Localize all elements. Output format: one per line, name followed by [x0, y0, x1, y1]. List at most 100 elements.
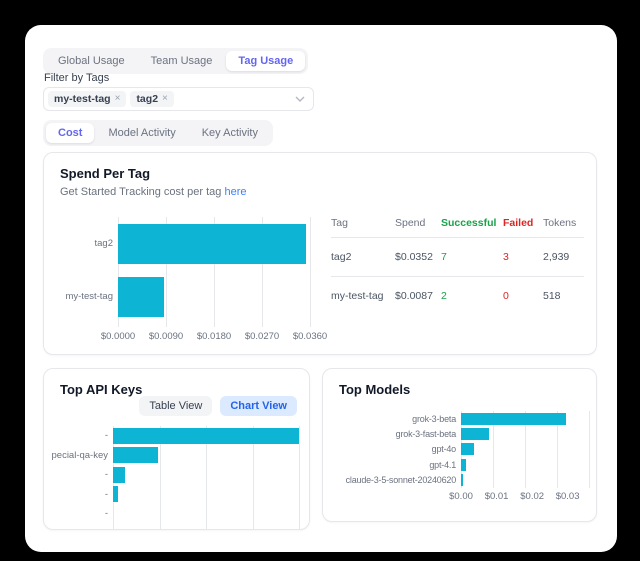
cell-spend: $0.0087 — [395, 290, 433, 302]
top-api-keys-card: Top API Keys Table View Chart View - peci… — [43, 368, 310, 530]
bar-track — [113, 504, 299, 524]
axis-tick-label: $0.0000 — [100, 331, 136, 342]
bar-track — [118, 270, 310, 323]
filter-by-tags-label: Filter by Tags — [44, 72, 110, 84]
axis-tick-label: $0.02 — [520, 491, 545, 502]
cell-tag: my-test-tag — [331, 290, 384, 302]
bar — [113, 486, 119, 503]
category-label: pecial-qa-key — [51, 449, 109, 461]
cell-successful: 2 — [441, 290, 447, 302]
gridline — [206, 426, 207, 529]
chevron-down-icon[interactable] — [295, 96, 305, 103]
tab-tag-usage[interactable]: Tag Usage — [226, 51, 306, 71]
cell-failed: 3 — [503, 237, 543, 277]
table-row: tag2 $0.0352 7 3 2,939 — [331, 237, 584, 277]
gridline — [252, 426, 254, 529]
chart-row: - — [58, 465, 299, 485]
cell-tokens: 518 — [543, 290, 561, 302]
gridline — [525, 411, 526, 488]
tab-team-usage[interactable]: Team Usage — [139, 51, 225, 71]
tag-chip[interactable]: my-test-tag × — [48, 91, 127, 107]
axis-tick-label: $0.0180 — [196, 331, 232, 342]
bar — [461, 443, 475, 456]
x-axis: $0.0000 $0.0090 $0.0180 $0.0270 $0.0360 — [101, 331, 327, 345]
category-label: grok-3-fast-beta — [395, 429, 457, 440]
gridline — [214, 217, 215, 327]
spend-per-tag-subtitle: Get Started Tracking cost per tag here — [60, 186, 247, 198]
chart-row: claude-3-5-sonnet-20240620 — [333, 473, 589, 488]
gridline — [557, 411, 558, 488]
column-header: Tokens — [543, 211, 584, 238]
bar — [118, 223, 306, 264]
subtitle-text: Get Started Tracking cost per tag — [60, 186, 225, 198]
category-label: gpt-4.1 — [429, 459, 456, 470]
top-models-chart: grok-3-beta grok-3-fast-beta gpt-4o gpt-4.1… — [333, 411, 590, 502]
column-header: Failed — [503, 211, 543, 238]
gridline — [166, 217, 167, 327]
cost-activity-tabs: Cost Model Activity Key Activity — [43, 120, 273, 146]
axis-tick-label: $0.0360 — [292, 331, 328, 342]
top-models-title: Top Models — [339, 382, 411, 397]
remove-tag-icon[interactable]: × — [162, 93, 168, 104]
tag-chip[interactable]: tag2 × — [130, 91, 174, 107]
remove-tag-icon[interactable]: × — [114, 93, 121, 104]
chart-row: pecial-qa-key — [51, 446, 299, 466]
bar-track — [461, 442, 589, 457]
bar — [461, 474, 464, 487]
bar — [113, 427, 299, 444]
gridline — [493, 411, 494, 488]
gridline — [159, 426, 161, 529]
cell-spend: $0.0352 — [395, 237, 441, 277]
bar-track — [461, 426, 589, 441]
axis-tick-label: $0.0090 — [148, 331, 184, 342]
bar — [118, 276, 165, 317]
usage-tabs: Global Usage Team Usage Tag Usage — [43, 48, 309, 74]
table-view-button[interactable]: Table View — [139, 396, 213, 416]
axis-tick-label: $0.03 — [555, 491, 580, 502]
tag-filter-select[interactable]: my-test-tag × tag2 × — [43, 87, 314, 111]
chart-row: - — [58, 426, 299, 446]
category-label: - — [104, 469, 108, 481]
bar — [113, 447, 159, 464]
chart-row: grok-3-fast-beta — [333, 426, 589, 441]
bar-track — [113, 465, 299, 485]
get-started-link[interactable]: here — [224, 186, 247, 198]
column-header: Tag — [331, 211, 395, 238]
category-label: claude-3-5-sonnet-20240620 — [345, 475, 457, 486]
tab-global-usage[interactable]: Global Usage — [46, 51, 137, 71]
tab-model-activity[interactable]: Model Activity — [96, 123, 187, 143]
chart-row: my-test-tag — [58, 270, 310, 323]
category-label: - — [104, 430, 108, 442]
top-models-card: Top Models grok-3-beta grok-3-fast-beta gp… — [322, 368, 597, 522]
category-label: gpt-4o — [431, 444, 457, 455]
usage-dashboard-panel: Global Usage Team Usage Tag Usage Filter… — [25, 25, 617, 552]
chart-row: gpt-4o — [333, 442, 589, 457]
axis-tick-label: $0.01 — [484, 491, 509, 502]
bar-track — [461, 411, 589, 426]
tab-cost[interactable]: Cost — [46, 123, 95, 143]
category-label: - — [104, 488, 108, 500]
category-label: - — [104, 508, 108, 520]
bar-track — [113, 446, 299, 466]
bar-track — [118, 217, 310, 270]
top-api-keys-chart: - pecial-qa-key - - - — [51, 426, 300, 529]
spend-per-tag-chart: tag2 my-test-tag $0.0000 $0.0090 $0.0180 $0.0… — [58, 217, 327, 342]
axis-tick-label: $0.0270 — [244, 331, 280, 342]
bar-track — [461, 457, 589, 472]
axis-tick-label: $0.00 — [449, 491, 473, 502]
bar-track — [113, 485, 299, 505]
gridline — [299, 426, 300, 529]
chart-row: tag2 — [58, 217, 310, 270]
spend-per-tag-title: Spend Per Tag — [60, 166, 151, 181]
spend-per-tag-table: Tag Spend Successful Failed Tokens tag2 $0.035… — [331, 211, 584, 315]
bar — [113, 466, 125, 483]
chart-view-button[interactable]: Chart View — [220, 396, 297, 416]
tag-chip-label: my-test-tag — [54, 93, 111, 105]
category-label: my-test-tag — [65, 291, 113, 302]
bar — [461, 458, 467, 471]
bar-track — [113, 426, 299, 446]
tab-key-activity[interactable]: Key Activity — [190, 123, 270, 143]
tag-chip-label: tag2 — [136, 93, 159, 105]
chart-gridlines — [118, 217, 311, 327]
